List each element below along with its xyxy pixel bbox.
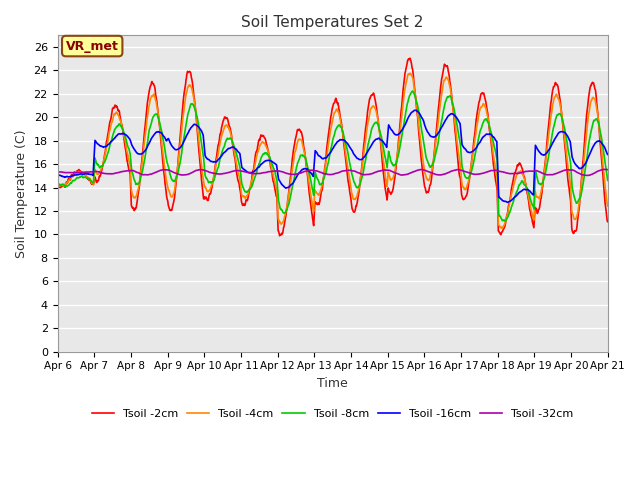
Tsoil -16cm	[540, 152, 547, 158]
Tsoil -32cm	[604, 167, 612, 172]
Tsoil -2cm	[237, 198, 245, 204]
Tsoil -32cm	[54, 169, 61, 175]
Tsoil -16cm	[237, 162, 245, 168]
Tsoil -16cm	[412, 108, 419, 113]
Line: Tsoil -8cm: Tsoil -8cm	[58, 91, 608, 221]
Tsoil -8cm	[419, 131, 426, 136]
X-axis label: Time: Time	[317, 377, 348, 390]
Tsoil -4cm	[406, 71, 414, 76]
Y-axis label: Soil Temperature (C): Soil Temperature (C)	[15, 129, 28, 258]
Tsoil -32cm	[490, 168, 497, 173]
Tsoil -16cm	[163, 138, 170, 144]
Line: Tsoil -32cm: Tsoil -32cm	[58, 169, 608, 176]
Tsoil -4cm	[499, 225, 506, 231]
Tsoil -16cm	[54, 172, 61, 178]
Tsoil -16cm	[490, 135, 498, 141]
Tsoil -16cm	[419, 115, 426, 121]
Line: Tsoil -4cm: Tsoil -4cm	[58, 73, 608, 228]
Tsoil -32cm	[418, 167, 426, 172]
Tsoil -2cm	[491, 169, 499, 175]
Tsoil -8cm	[490, 144, 498, 149]
Tsoil -32cm	[601, 167, 609, 172]
Tsoil -32cm	[237, 168, 245, 174]
Tsoil -8cm	[604, 178, 612, 183]
Tsoil -8cm	[54, 182, 61, 188]
Tsoil -8cm	[237, 177, 245, 183]
Tsoil -4cm	[176, 144, 184, 150]
Tsoil -2cm	[176, 138, 184, 144]
Tsoil -2cm	[604, 219, 612, 225]
Tsoil -8cm	[176, 161, 184, 167]
Tsoil -4cm	[237, 191, 245, 197]
Tsoil -4cm	[490, 157, 498, 163]
Tsoil -4cm	[163, 178, 170, 184]
Tsoil -2cm	[406, 55, 414, 61]
Tsoil -8cm	[502, 218, 509, 224]
Tsoil -8cm	[540, 178, 547, 184]
Tsoil -2cm	[540, 179, 547, 185]
Tsoil -2cm	[54, 181, 61, 187]
Tsoil -4cm	[54, 182, 61, 188]
Tsoil -32cm	[583, 173, 591, 179]
Line: Tsoil -2cm: Tsoil -2cm	[58, 58, 608, 236]
Tsoil -2cm	[276, 233, 284, 239]
Tsoil -4cm	[604, 203, 612, 209]
Tsoil -16cm	[504, 199, 512, 205]
Text: VR_met: VR_met	[66, 39, 118, 53]
Tsoil -32cm	[538, 170, 546, 176]
Legend: Tsoil -2cm, Tsoil -4cm, Tsoil -8cm, Tsoil -16cm, Tsoil -32cm: Tsoil -2cm, Tsoil -4cm, Tsoil -8cm, Tsoi…	[88, 405, 578, 423]
Tsoil -16cm	[176, 145, 184, 151]
Tsoil -2cm	[163, 192, 170, 198]
Tsoil -8cm	[163, 156, 170, 162]
Tsoil -32cm	[163, 167, 170, 173]
Tsoil -4cm	[540, 178, 547, 183]
Tsoil -2cm	[419, 169, 426, 175]
Tsoil -16cm	[604, 152, 612, 157]
Line: Tsoil -16cm: Tsoil -16cm	[58, 110, 608, 202]
Tsoil -8cm	[409, 88, 417, 94]
Title: Soil Temperatures Set 2: Soil Temperatures Set 2	[241, 15, 424, 30]
Tsoil -4cm	[419, 152, 426, 158]
Tsoil -32cm	[176, 172, 184, 178]
